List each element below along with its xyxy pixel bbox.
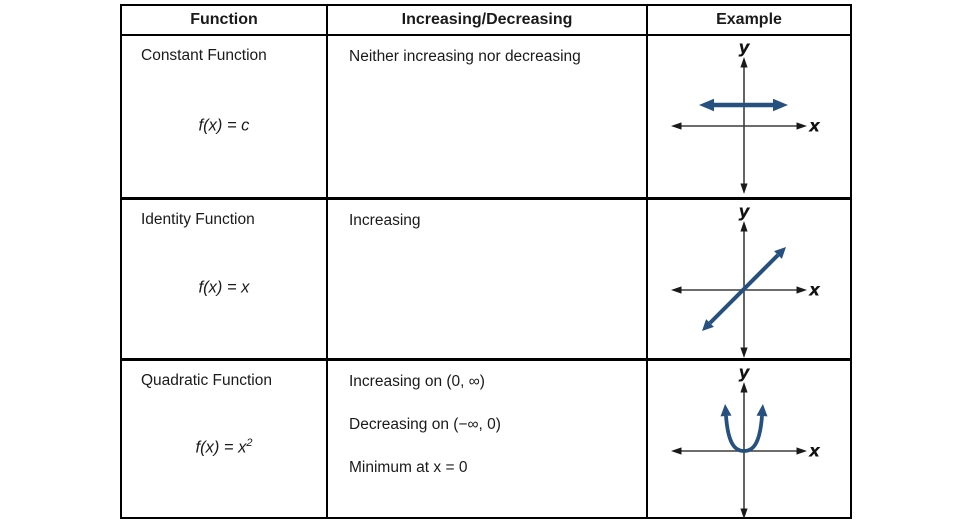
formula-base: f(x) = c	[198, 115, 250, 134]
parabola-curve	[724, 415, 764, 453]
cell-identity-function: Identity Function f(x) = x	[122, 200, 328, 361]
y-axis-label: y	[738, 363, 750, 383]
line-right-arrow-icon	[773, 98, 788, 112]
y-axis-up-arrow-icon	[740, 57, 748, 68]
header-function: Function	[122, 6, 328, 36]
y-axis-label: y	[738, 202, 750, 222]
behavior-line: Decreasing on (−∞, 0)	[349, 416, 501, 433]
header-function-label: Function	[190, 11, 258, 28]
y-axis-down-arrow-icon	[740, 508, 748, 519]
x-axis-left-arrow-icon	[671, 286, 682, 294]
y-axis-down-arrow-icon	[740, 347, 748, 358]
header-increasing-decreasing: Increasing/Decreasing	[328, 6, 648, 36]
x-axis-left-arrow-icon	[671, 447, 682, 455]
function-formula: f(x) = x2	[122, 437, 326, 458]
header-example: Example	[648, 6, 850, 36]
behavior-line: Minimum at x = 0	[349, 459, 468, 476]
cell-quadratic-example: y x	[648, 361, 850, 519]
header-increasing-decreasing-label: Increasing/Decreasing	[401, 11, 573, 28]
parabola-left-arrow-icon	[720, 404, 732, 417]
behavior-line: Increasing on (0, ∞)	[349, 373, 485, 390]
function-formula: f(x) = c	[122, 114, 326, 135]
header-example-label: Example	[716, 11, 782, 28]
formula-superscript: 2	[246, 436, 253, 449]
x-axis-left-arrow-icon	[671, 122, 682, 130]
cell-constant-behavior: Neither increasing nor decreasing	[328, 36, 648, 200]
function-name: Quadratic Function	[141, 372, 272, 389]
parabola-right-arrow-icon	[756, 404, 768, 417]
formula-base: f(x) = x	[198, 278, 250, 297]
x-axis-right-arrow-icon	[796, 447, 807, 455]
cell-quadratic-function: Quadratic Function f(x) = x2	[122, 361, 328, 517]
quadratic-function-graph: y x	[671, 363, 821, 519]
cell-constant-function: Constant Function f(x) = c	[122, 36, 328, 200]
line-left-arrow-icon	[699, 98, 714, 112]
formula-base: f(x) = x	[195, 438, 247, 457]
function-properties-table: Function Increasing/Decreasing Example C…	[120, 4, 852, 519]
cell-quadratic-behavior: Increasing on (0, ∞) Decreasing on (−∞, …	[328, 361, 648, 517]
identity-function-graph: y x	[671, 202, 821, 358]
y-axis-up-arrow-icon	[740, 221, 748, 232]
y-axis-up-arrow-icon	[740, 382, 748, 393]
y-axis-down-arrow-icon	[740, 183, 748, 194]
constant-function-graph: y x	[671, 38, 821, 194]
x-axis-label: x	[808, 281, 821, 301]
cell-constant-example: y x	[648, 36, 850, 200]
cell-identity-example: y x	[648, 200, 850, 361]
cell-identity-behavior: Increasing	[328, 200, 648, 361]
behavior-line: Increasing	[349, 212, 421, 229]
behavior-line: Neither increasing nor decreasing	[349, 48, 581, 65]
line-lower-left-arrow-icon	[702, 319, 714, 331]
identity-function-line	[708, 253, 780, 325]
x-axis-right-arrow-icon	[796, 122, 807, 130]
function-formula: f(x) = x	[122, 277, 326, 298]
x-axis-label: x	[808, 117, 821, 137]
function-name: Constant Function	[141, 47, 267, 64]
y-axis-label: y	[738, 38, 750, 58]
x-axis-right-arrow-icon	[796, 286, 807, 294]
x-axis-label: x	[808, 442, 821, 462]
line-upper-right-arrow-icon	[774, 247, 786, 259]
function-name: Identity Function	[141, 211, 255, 228]
